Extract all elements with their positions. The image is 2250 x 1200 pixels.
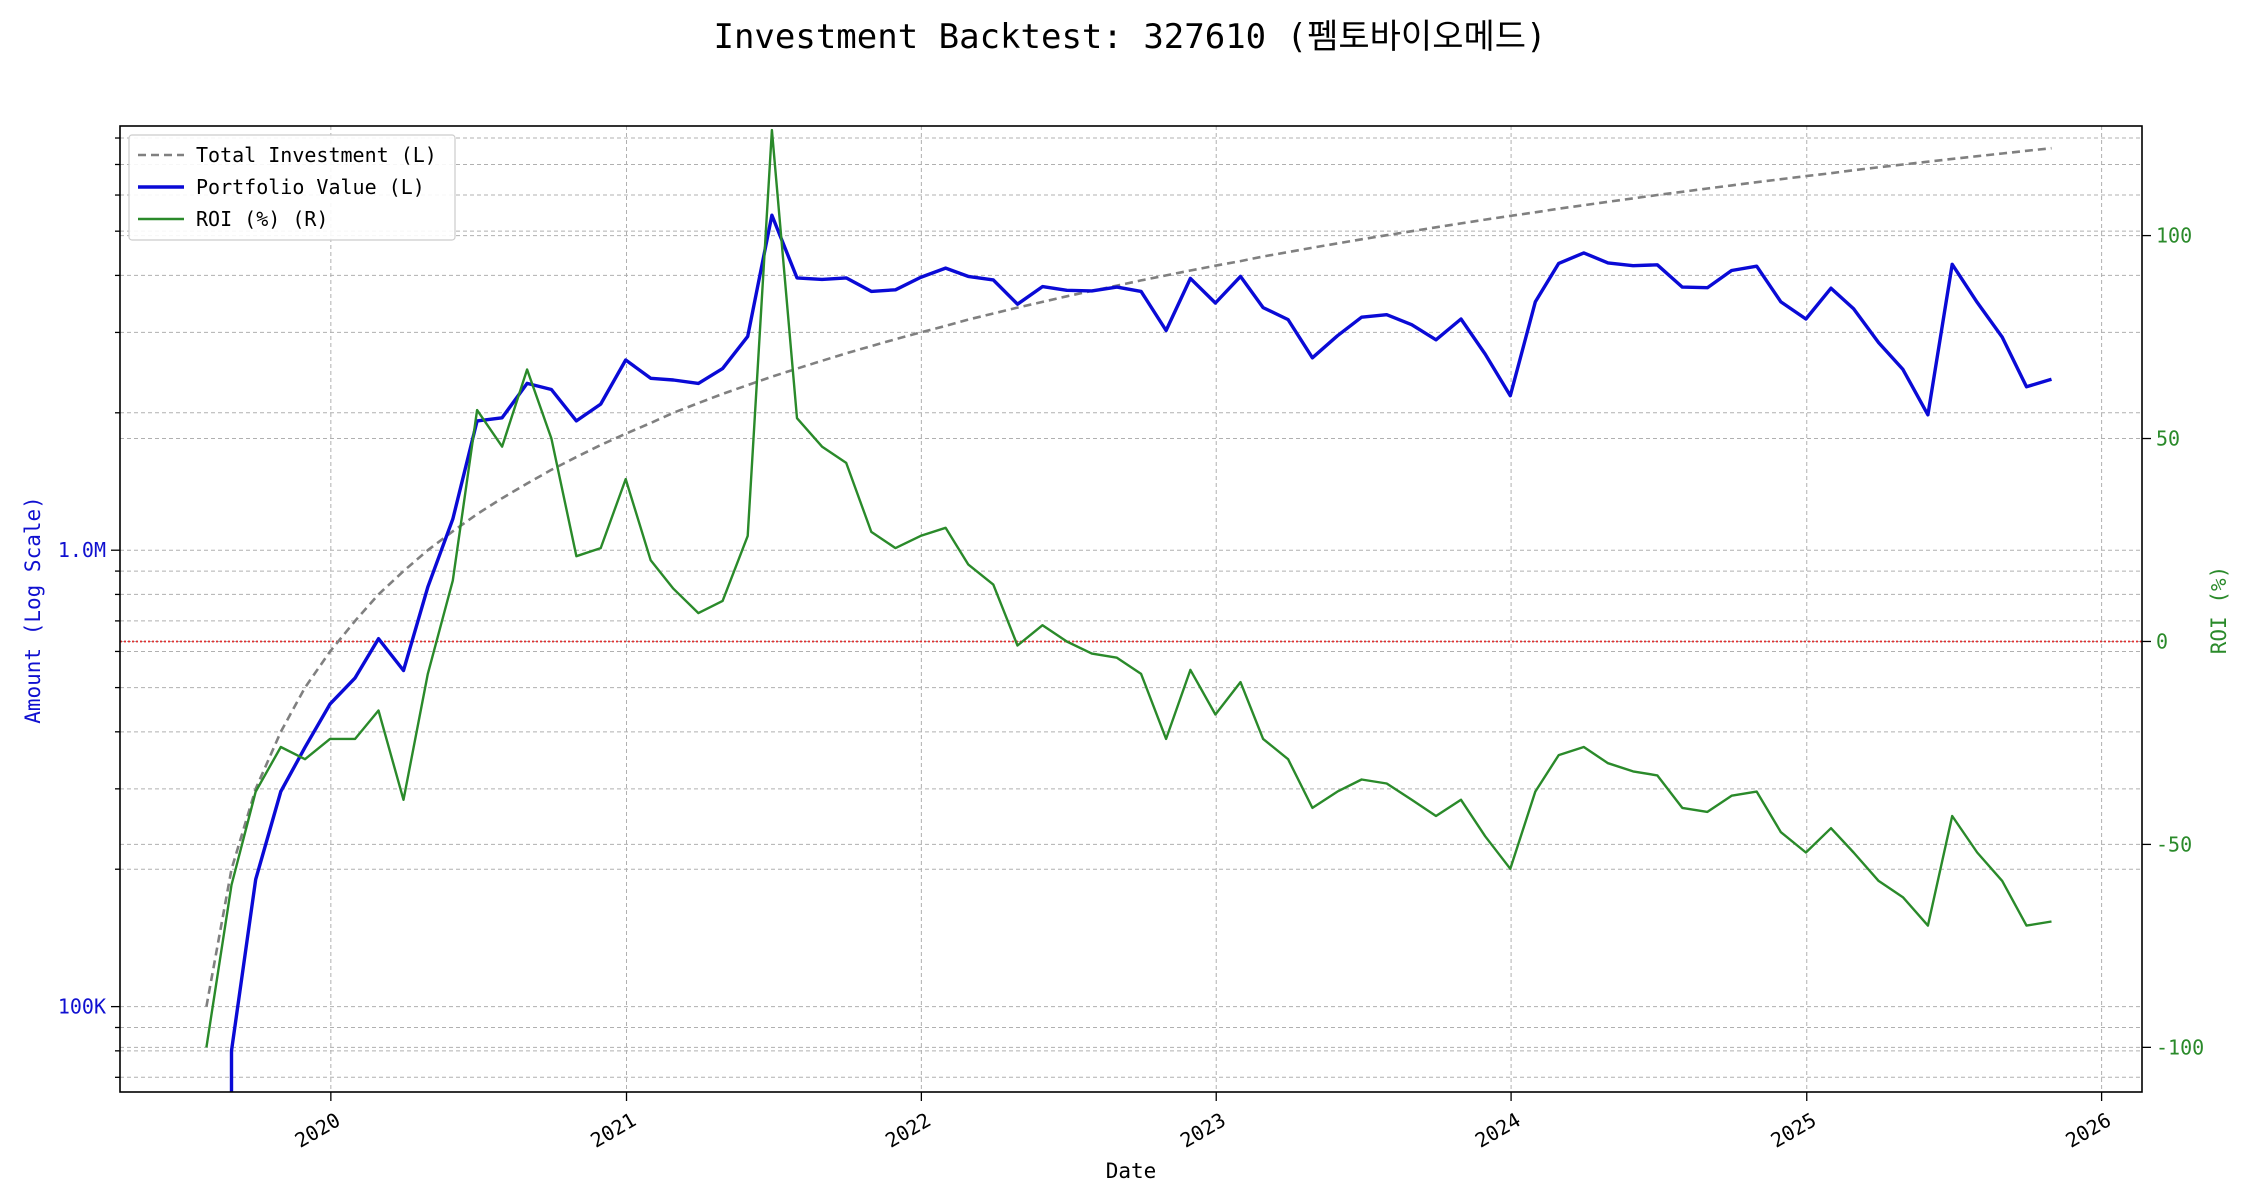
legend-label-roi: ROI (%) (R)	[196, 207, 328, 231]
y-right-tick-label: 0	[2156, 629, 2168, 653]
y-right-tick-label: 100	[2156, 224, 2192, 248]
y-right-tick-label: -50	[2156, 832, 2192, 856]
series-layer	[205, 128, 2052, 1092]
y-right-tick-label: 50	[2156, 427, 2180, 451]
series-roi	[205, 128, 2052, 1048]
x-axis-label: Date	[1106, 1159, 1157, 1183]
legend-label-total-investment: Total Investment (L)	[196, 143, 437, 167]
y-axis-left-label: Amount (Log Scale)	[21, 496, 45, 724]
plot-frame	[119, 125, 2143, 1093]
y-left-tick-label: 1.0M	[58, 538, 106, 562]
y-axis-right-label: ROI (%)	[2207, 566, 2231, 655]
series-portfolio-value	[229, 213, 2052, 1092]
chart-title: Investment Backtest: 327610 (펨토바이오메드)	[713, 17, 1546, 57]
legend-label-portfolio-value: Portfolio Value (L)	[196, 175, 425, 199]
y-left-tick-label: 100K	[58, 995, 106, 1019]
y-right-tick-label: -100	[2156, 1035, 2204, 1059]
legend-box	[128, 134, 456, 241]
series-total-investment	[205, 146, 2052, 1007]
legend: Total Investment (L) Portfolio Value (L)…	[128, 134, 456, 241]
